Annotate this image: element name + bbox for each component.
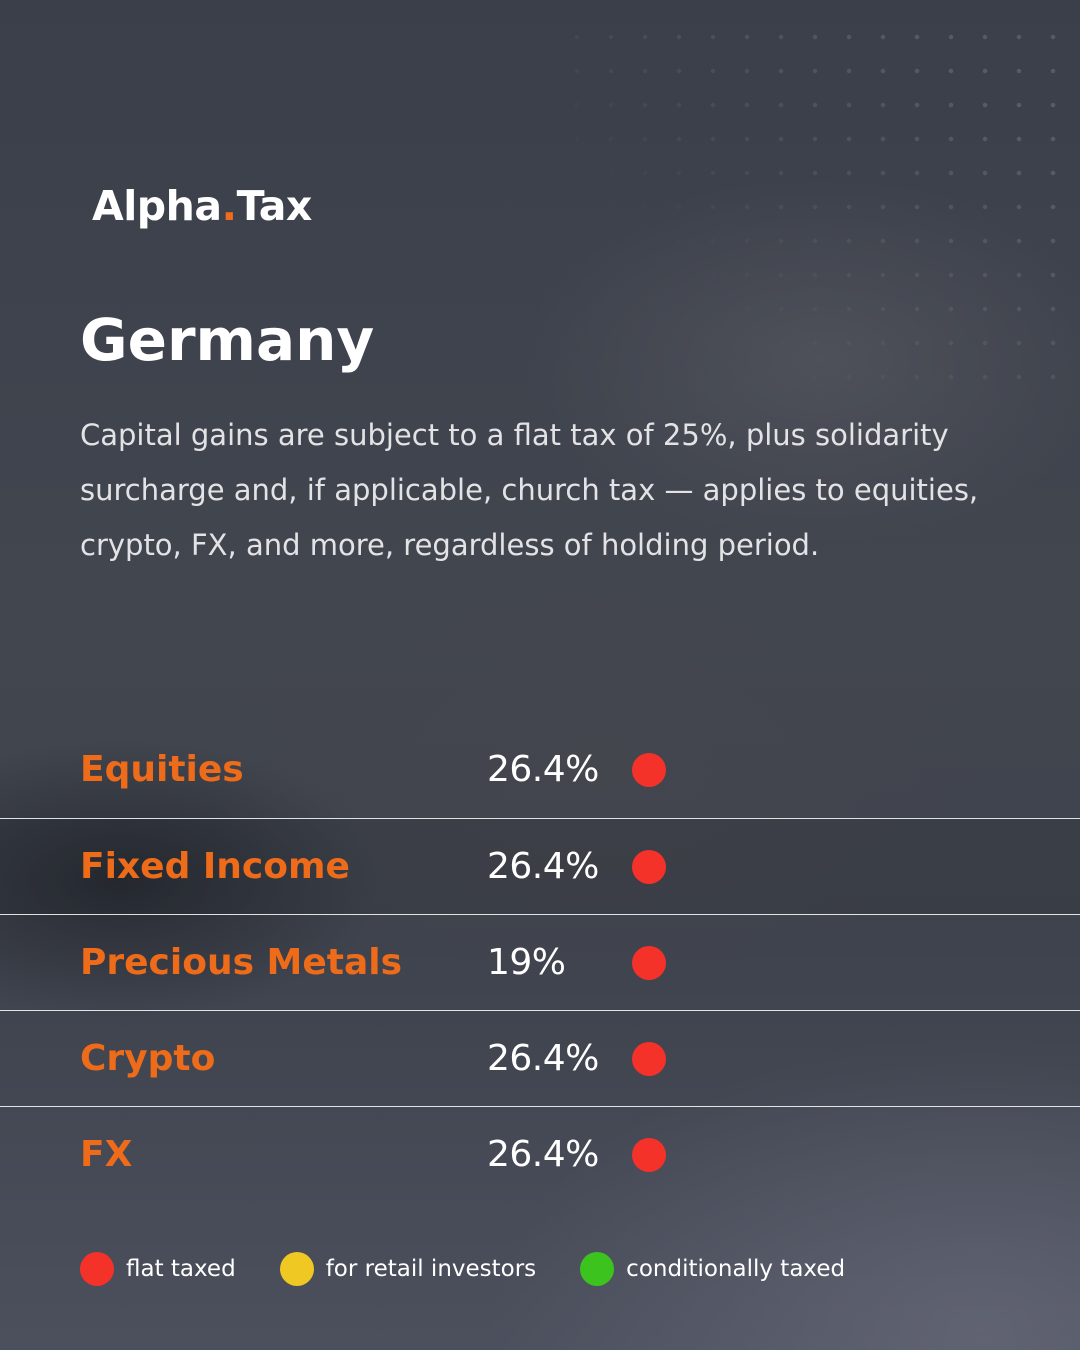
tax-rate-value: 26.4% [487,1038,599,1079]
asset-class-label: Fixed Income [80,846,350,887]
status-dot-icon [632,850,666,884]
tax-row-fx: FX 26.4% [0,1106,1080,1202]
legend-item-conditionally-taxed: conditionally taxed [580,1252,845,1286]
tax-row-precious-metals: Precious Metals 19% [0,914,1080,1010]
tax-rate-value: 26.4% [487,846,599,887]
status-dot-icon [632,1042,666,1076]
logo-text-alpha: Alpha [92,182,222,230]
status-legend: flat taxed for retail investors conditio… [80,1250,845,1288]
logo-dot: . [221,182,238,230]
legend-label: conditionally taxed [626,1256,846,1282]
tax-row-crypto: Crypto 26.4% [0,1010,1080,1106]
tax-row-equities: Equities 26.4% [0,722,1080,818]
country-title: Germany [80,306,375,374]
tax-rate-value: 26.4% [487,1134,599,1175]
logo-text-tax: Tax [236,182,313,230]
asset-class-label: Precious Metals [80,942,403,983]
asset-class-label: Crypto [80,1038,216,1079]
status-dot-icon [632,946,666,980]
legend-label: for retail investors [325,1256,537,1282]
asset-class-label: FX [80,1134,133,1175]
asset-class-label: Equities [80,749,244,790]
dot-grid-decoration [560,20,1080,400]
tax-row-fixed-income: Fixed Income 26.4% [0,818,1080,914]
tax-rate-value: 26.4% [487,749,599,790]
tax-rate-value: 19% [487,942,566,983]
tax-rate-table: Equities 26.4% Fixed Income 26.4% Precio… [0,722,1080,1202]
legend-label: flat taxed [126,1256,236,1282]
status-dot-icon [632,1138,666,1172]
legend-item-retail-investors: for retail investors [279,1252,537,1286]
red-dot-icon [80,1252,114,1286]
green-dot-icon [580,1252,615,1286]
legend-item-flat-taxed: flat taxed [80,1252,236,1286]
yellow-dot-icon [279,1252,314,1286]
alphatax-logo: Alpha.Tax [92,178,312,234]
status-dot-icon [632,753,666,787]
tax-description: Capital gains are subject to a flat tax … [80,418,979,562]
